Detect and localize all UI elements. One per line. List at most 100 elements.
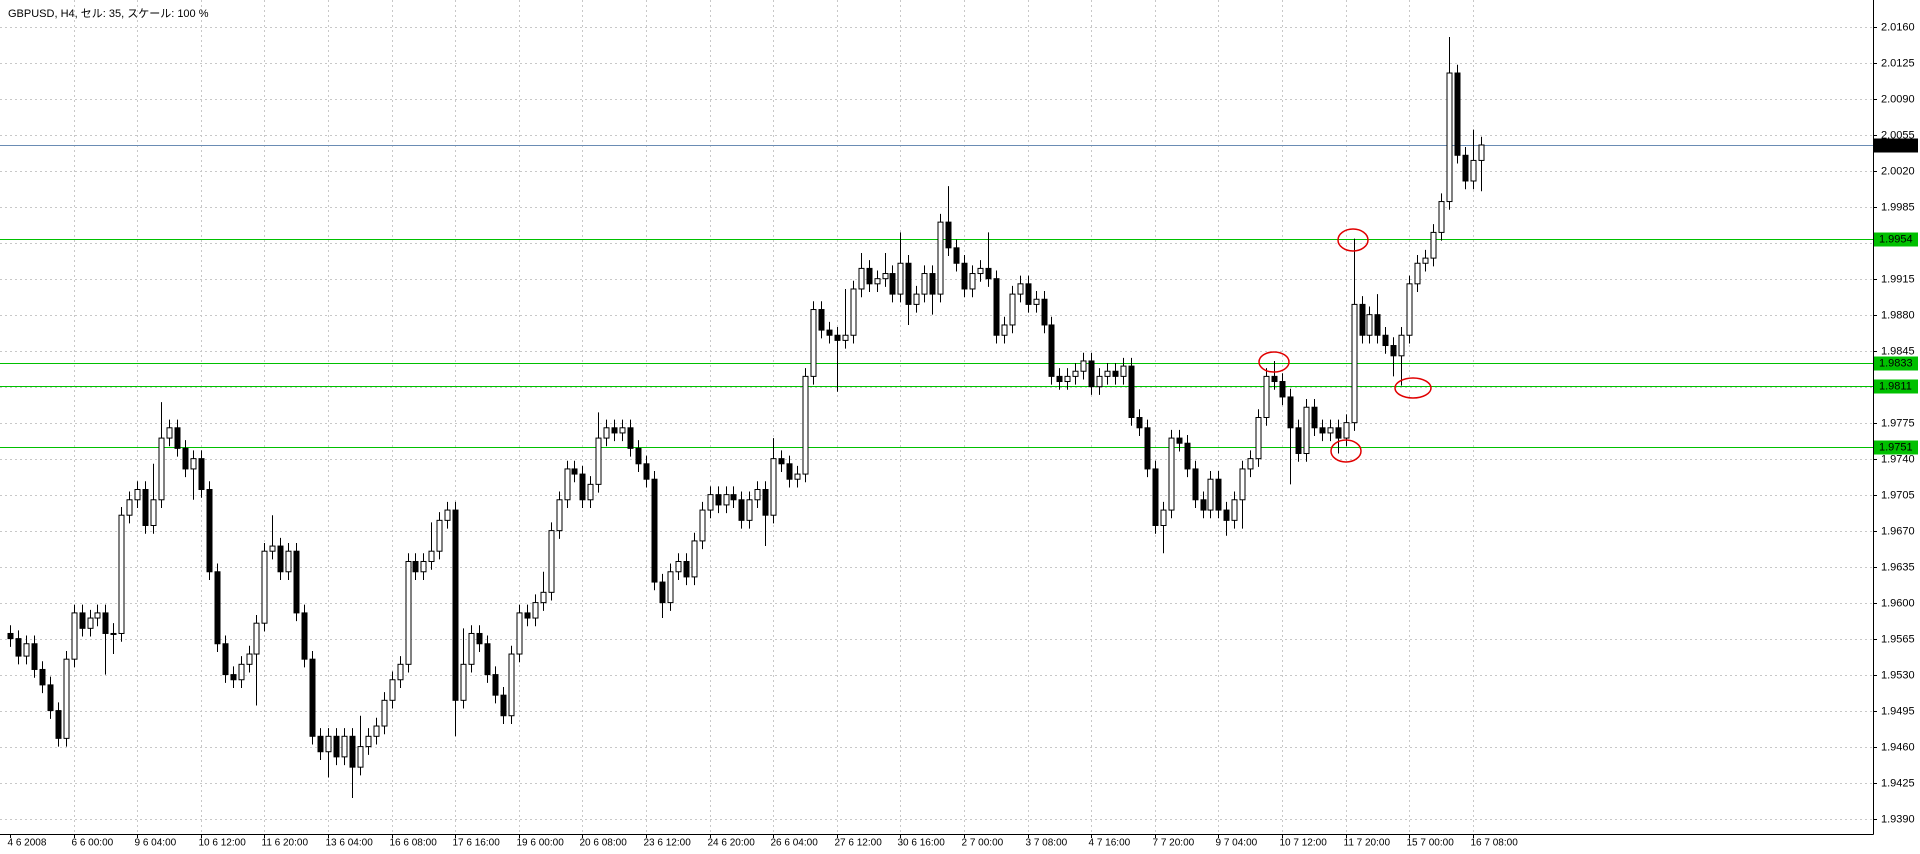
candle-body [1271,375,1278,383]
candle-body [810,309,817,377]
level-label-bg [1874,232,1918,247]
candle-body [571,468,578,475]
candle-body [317,735,324,753]
candle-body [1414,262,1421,285]
candle-body [444,509,451,521]
levels [0,145,1873,448]
candle-body [730,494,737,501]
candle-body [110,632,117,635]
candle-body [166,427,173,439]
candle-body [293,550,300,614]
y-tick-label: 1.9530 [1881,669,1915,681]
candle-body [579,473,586,501]
y-tick-label: 1.9390 [1881,813,1915,825]
candle-body [826,329,833,336]
candle-body [1255,417,1262,460]
candle-body [858,267,865,290]
candle-body [301,612,308,660]
candle-body [15,638,22,657]
candle-body [874,278,881,285]
x-tick-label: 26 6 04:00 [771,838,819,849]
x-tick-label: 17 6 16:00 [453,838,501,849]
candle-body [94,612,101,619]
candle-body [659,581,666,604]
candle-body [405,560,412,665]
candle-body [611,427,618,434]
candle-body [389,679,396,701]
y-tick-label: 1.9985 [1881,201,1915,213]
candle-body [373,725,380,737]
candle-body [222,643,229,676]
candle-body [770,458,777,516]
candle-body [1088,360,1095,388]
x-tick-label: 24 6 20:00 [708,838,756,849]
candle-body [595,437,602,485]
y-tick-label: 1.9565 [1881,633,1915,645]
candle-body [1056,375,1063,383]
candle-body [532,602,539,619]
x-tick-label: 23 6 12:00 [644,838,692,849]
candle-body [47,684,54,712]
candle-body [492,674,499,696]
candle-body [897,262,904,295]
candle-body [246,653,253,665]
candle-body [723,494,730,506]
y-tick-label: 1.9705 [1881,489,1915,501]
candle-body [230,674,237,681]
level-label: 1.9833 [1879,357,1913,369]
candle-body [1382,334,1389,347]
candle-body [1287,396,1294,429]
axis: 2.0160 2.0125 2.0090 2.0055 2.0020 1.9985 1.99… [8,21,1918,849]
candle-body [1311,406,1318,429]
x-tick-label: 4 6 2008 [8,838,47,849]
candle-body [524,612,531,619]
candle-body [993,278,1000,336]
candle-body [1160,509,1167,526]
candle-body [1303,406,1310,455]
level-label-bg [1874,379,1918,394]
candle-body [158,437,165,501]
y-tick-label: 1.9845 [1881,345,1915,357]
candle-body [349,735,356,768]
y-tick-label: 1.9460 [1881,741,1915,753]
candle-body [206,488,213,573]
candle-body [134,488,141,501]
candle-body [834,334,841,341]
candle-body [253,622,260,655]
level-label-bg [1874,356,1918,371]
candle-body [882,273,889,280]
annotation-ellipse [1258,351,1290,373]
candle-body [1041,298,1048,326]
candle-body [1351,303,1358,424]
candle-body [540,591,547,604]
annotation-ellipse [1330,439,1362,463]
candle-body [985,267,992,280]
candle-body [428,550,435,562]
x-tick-label: 16 6 08:00 [390,838,438,849]
candle-body [198,458,205,490]
candle-body [969,273,976,290]
candle-body [794,473,801,480]
candle-body [182,447,189,470]
candle-body [412,560,419,573]
candle-body [1446,72,1453,203]
y-tick-label: 2.0125 [1881,57,1915,69]
candle-body [333,735,340,758]
candle-body [1239,468,1246,501]
candle-body [651,478,658,583]
candle-body [1072,370,1079,377]
candle-body [643,463,650,480]
candle-body [1033,298,1040,305]
x-tick-label: 15 7 00:00 [1407,838,1455,849]
candle-body [707,494,714,511]
candle-body [150,499,157,526]
candle-body [1215,478,1222,511]
candle-body [913,293,920,305]
candle-body [1319,427,1326,434]
candle-body [977,267,984,275]
candle-body [556,499,563,532]
candle-body [277,545,284,573]
candle-body [357,746,364,768]
